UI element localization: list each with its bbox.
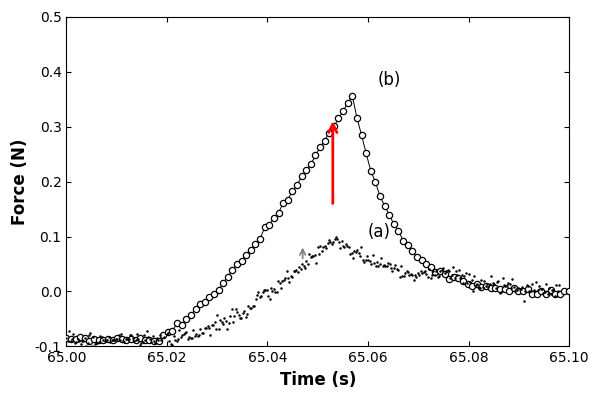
Text: (a): (a)	[368, 223, 391, 241]
Y-axis label: Force (N): Force (N)	[11, 138, 29, 225]
Text: (b): (b)	[378, 71, 401, 89]
X-axis label: Time (s): Time (s)	[280, 371, 356, 389]
